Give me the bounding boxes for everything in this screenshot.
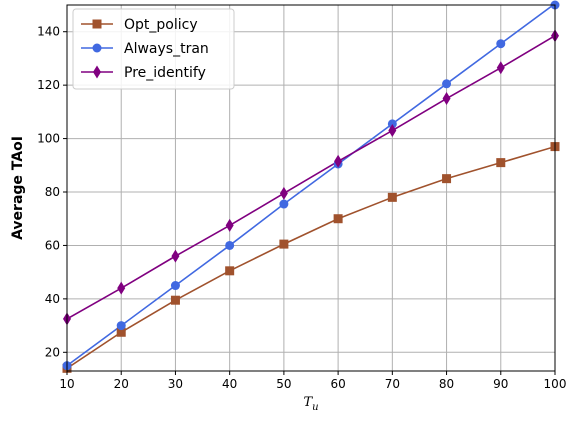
data-point-opt-policy: [225, 266, 235, 276]
y-tick-label: 60: [45, 238, 60, 252]
y-tick-label: 120: [37, 78, 60, 92]
data-point-pre-identify: [442, 92, 451, 106]
data-point-always-tran: [170, 281, 180, 291]
y-axis-ticks: 20 40 60 80 100 120 140: [37, 25, 67, 359]
legend-label: Opt_policy: [124, 17, 198, 33]
data-point-opt-policy: [279, 239, 289, 249]
legend-item-always-tran: Always_tran: [81, 41, 209, 57]
data-point-always-tran: [442, 79, 452, 89]
x-tick-label: 10: [59, 377, 74, 391]
data-point-opt-policy: [496, 158, 506, 168]
legend-item-opt-policy: Opt_policy: [81, 17, 198, 33]
x-tick-label: 70: [385, 377, 400, 391]
data-point-opt-policy: [442, 174, 452, 184]
plot-frame: [66, 4, 556, 372]
legend-label: Pre_identify: [124, 65, 206, 81]
x-axis-title-main: T: [303, 395, 313, 410]
series-layer: [67, 5, 555, 369]
x-tick-label: 20: [114, 377, 129, 391]
x-tick-label: 30: [168, 377, 183, 391]
y-axis-title: Average TAoI: [10, 136, 26, 240]
data-point-always-tran: [496, 39, 506, 49]
legend-marker: [93, 65, 101, 79]
data-point-opt-policy: [387, 192, 397, 202]
x-tick-label: 100: [544, 377, 567, 391]
legend-marker: [92, 43, 102, 53]
grid: [66, 5, 556, 371]
data-point-opt-policy: [333, 214, 343, 224]
data-point-always-tran: [225, 240, 235, 250]
series-line-opt-policy: [67, 145, 555, 369]
x-tick-label: 40: [222, 377, 237, 391]
data-point-pre-identify: [388, 124, 397, 138]
data-point-always-tran: [279, 199, 289, 209]
data-point-pre-identify: [279, 186, 288, 200]
y-tick-label: 140: [37, 25, 60, 39]
legend-marker: [92, 19, 102, 29]
data-point-opt-policy: [116, 327, 126, 337]
series-line-always-tran: [67, 5, 555, 367]
y-tick-label: 80: [45, 185, 60, 199]
data-point-opt-policy: [170, 295, 180, 305]
x-tick-label: 60: [330, 377, 345, 391]
x-axis-title-subscript: u: [312, 402, 318, 413]
x-tick-label: 80: [439, 377, 454, 391]
x-axis-ticks: 10 20 30 40 50 60 70 80 90 100: [59, 371, 566, 391]
series-line-pre-identify: [67, 35, 555, 320]
data-point-always-tran: [116, 321, 126, 331]
x-tick-label: 50: [276, 377, 291, 391]
data-point-pre-identify: [334, 154, 343, 168]
legend-item-pre-identify: Pre_identify: [81, 65, 206, 81]
y-tick-label: 20: [45, 345, 60, 359]
y-tick-label: 100: [37, 132, 60, 146]
data-point-pre-identify: [171, 249, 180, 263]
data-point-pre-identify: [225, 218, 234, 232]
y-tick-label: 40: [45, 292, 60, 306]
legend: Opt_policy Always_tran Pre_identify: [72, 8, 235, 90]
legend-box: [72, 8, 235, 90]
data-point-always-tran: [387, 119, 397, 129]
data-point-pre-identify: [117, 281, 126, 295]
x-tick-label: 90: [493, 377, 508, 391]
data-point-pre-identify: [496, 61, 505, 75]
x-axis-title: Tu: [303, 395, 318, 413]
legend-label: Always_tran: [124, 41, 209, 57]
